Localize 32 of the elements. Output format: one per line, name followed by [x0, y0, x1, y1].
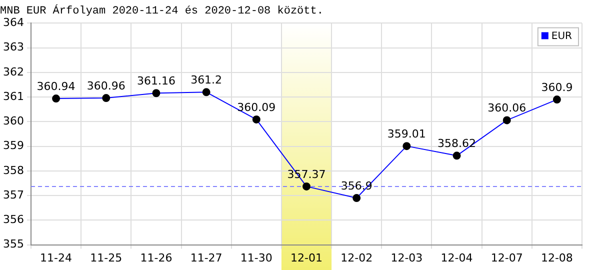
y-tick-label: 357 — [2, 188, 24, 202]
data-label: 360.96 — [86, 79, 126, 92]
data-label: 361.16 — [136, 74, 176, 88]
data-label: 360.09 — [237, 100, 276, 114]
y-tick-label: 364 — [2, 16, 24, 30]
y-tick-label: 362 — [2, 65, 24, 78]
y-tick-label: 356 — [2, 213, 24, 226]
x-tick-label: 12-08 — [540, 251, 573, 264]
x-tick-label: 11-24 — [40, 251, 72, 264]
data-label: 360.06 — [488, 102, 526, 115]
x-tick-label: 11-30 — [240, 251, 272, 264]
x-tick-label: 12-03 — [390, 251, 423, 264]
x-tick-label: 12-07 — [490, 251, 523, 264]
y-tick-label: 359 — [2, 139, 24, 152]
x-tick-label: 11-27 — [190, 251, 222, 264]
y-tick-label: 361 — [2, 90, 24, 103]
x-tick-label: 11-26 — [140, 251, 172, 264]
data-label: 359.01 — [387, 127, 426, 140]
legend-label: EUR — [551, 30, 572, 42]
y-tick-label: 363 — [2, 40, 24, 54]
x-tick-label: 11-25 — [90, 251, 122, 264]
chart-title: MNB EUR Árfolyam 2020-11-24 és 2020-12-08 között. — [0, 4, 324, 18]
y-tick-label: 358 — [2, 164, 24, 177]
data-label: 360.9 — [541, 80, 573, 94]
data-label: 358.62 — [438, 137, 476, 150]
x-tick-label: 12-04 — [440, 251, 473, 264]
x-tick-label: 12-01 — [290, 251, 322, 264]
x-tick-label: 12-02 — [340, 251, 373, 264]
y-tick-label: 355 — [2, 238, 24, 251]
data-label: 361.2 — [190, 74, 222, 86]
y-tick-label: 360 — [2, 114, 24, 128]
data-label: 360.94 — [36, 80, 76, 93]
